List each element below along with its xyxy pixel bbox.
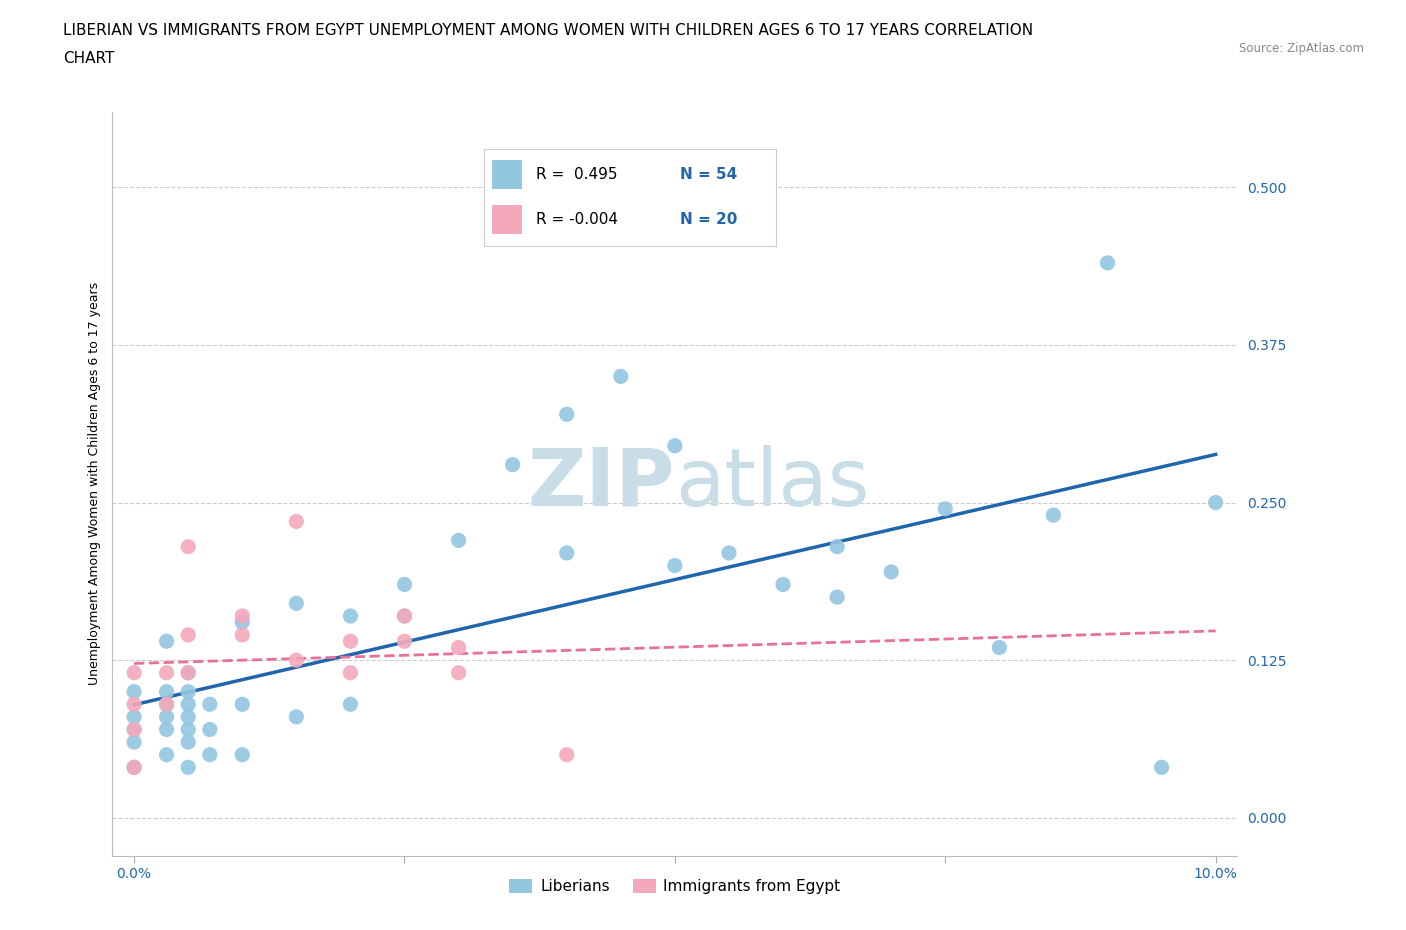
Point: [285, 596, 308, 611]
Point: [825, 590, 848, 604]
Point: [155, 633, 177, 648]
Point: [122, 722, 145, 737]
Point: [880, 565, 903, 579]
Point: [177, 760, 200, 775]
Point: [198, 748, 221, 763]
Point: [122, 710, 145, 724]
Point: [555, 406, 578, 421]
Point: [555, 748, 578, 763]
Text: ZIP: ZIP: [527, 445, 675, 523]
Point: [394, 577, 416, 591]
Text: LIBERIAN VS IMMIGRANTS FROM EGYPT UNEMPLOYMENT AMONG WOMEN WITH CHILDREN AGES 6 : LIBERIAN VS IMMIGRANTS FROM EGYPT UNEMPL…: [63, 23, 1033, 38]
Point: [934, 501, 956, 516]
Text: atlas: atlas: [675, 445, 869, 523]
Point: [231, 615, 253, 630]
Point: [122, 760, 145, 775]
Point: [177, 735, 200, 750]
Point: [555, 546, 578, 561]
Point: [122, 665, 145, 680]
Point: [447, 640, 470, 655]
Point: [177, 710, 200, 724]
Point: [231, 628, 253, 643]
Point: [155, 710, 177, 724]
Point: [1042, 508, 1064, 523]
Point: [285, 653, 308, 668]
Point: [610, 369, 633, 384]
Point: [1205, 495, 1227, 510]
Point: [717, 546, 740, 561]
Point: [394, 633, 416, 648]
Point: [155, 684, 177, 699]
Point: [155, 748, 177, 763]
Point: [122, 722, 145, 737]
Point: [198, 722, 221, 737]
Point: [664, 438, 686, 453]
Point: [155, 697, 177, 711]
Point: [339, 633, 361, 648]
Point: [394, 608, 416, 623]
Point: [825, 539, 848, 554]
Point: [231, 697, 253, 711]
Point: [177, 539, 200, 554]
Point: [339, 697, 361, 711]
Point: [394, 608, 416, 623]
Text: CHART: CHART: [63, 51, 115, 66]
Point: [285, 710, 308, 724]
Point: [285, 514, 308, 529]
Point: [122, 697, 145, 711]
Point: [339, 665, 361, 680]
Point: [231, 748, 253, 763]
Y-axis label: Unemployment Among Women with Children Ages 6 to 17 years: Unemployment Among Women with Children A…: [89, 282, 101, 685]
Point: [155, 697, 177, 711]
Point: [447, 533, 470, 548]
Point: [177, 665, 200, 680]
Point: [177, 684, 200, 699]
Point: [988, 640, 1011, 655]
Point: [231, 608, 253, 623]
Point: [772, 577, 794, 591]
Point: [177, 665, 200, 680]
Point: [502, 458, 524, 472]
Point: [155, 722, 177, 737]
Legend: Liberians, Immigrants from Egypt: Liberians, Immigrants from Egypt: [503, 872, 846, 900]
Point: [122, 760, 145, 775]
Point: [198, 697, 221, 711]
Point: [122, 735, 145, 750]
Point: [177, 697, 200, 711]
Point: [177, 722, 200, 737]
Point: [664, 558, 686, 573]
Point: [1150, 760, 1173, 775]
Point: [177, 628, 200, 643]
Point: [447, 665, 470, 680]
Text: Source: ZipAtlas.com: Source: ZipAtlas.com: [1239, 42, 1364, 55]
Point: [1097, 256, 1119, 271]
Point: [122, 684, 145, 699]
Point: [339, 608, 361, 623]
Point: [155, 665, 177, 680]
